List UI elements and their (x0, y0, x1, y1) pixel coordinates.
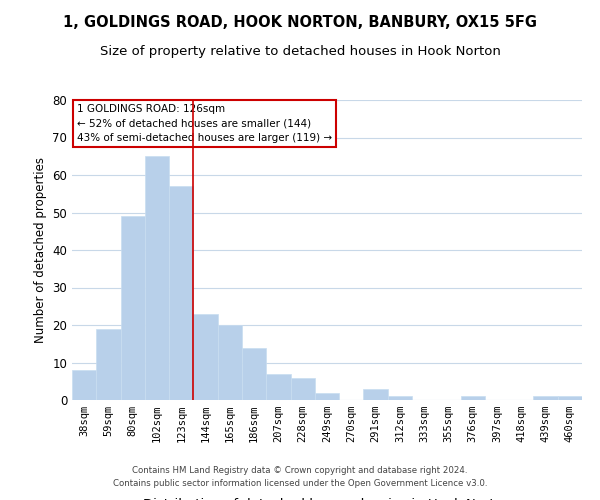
Bar (558, 396, 582, 400)
Bar (169, 186, 193, 400)
Bar (533, 396, 558, 400)
X-axis label: Distribution of detached houses by size in Hook Norton: Distribution of detached houses by size … (143, 498, 511, 500)
Bar (290, 378, 315, 400)
Bar (121, 216, 145, 400)
Text: 1 GOLDINGS ROAD: 126sqm
← 52% of detached houses are smaller (144)
43% of semi-d: 1 GOLDINGS ROAD: 126sqm ← 52% of detache… (77, 104, 332, 144)
Bar (96, 329, 121, 400)
Bar (266, 374, 290, 400)
Bar (461, 396, 485, 400)
Text: 1, GOLDINGS ROAD, HOOK NORTON, BANBURY, OX15 5FG: 1, GOLDINGS ROAD, HOOK NORTON, BANBURY, … (63, 15, 537, 30)
Bar (145, 156, 169, 400)
Text: Contains HM Land Registry data © Crown copyright and database right 2024.
Contai: Contains HM Land Registry data © Crown c… (113, 466, 487, 487)
Y-axis label: Number of detached properties: Number of detached properties (34, 157, 47, 343)
Bar (218, 325, 242, 400)
Bar (364, 389, 388, 400)
Text: Size of property relative to detached houses in Hook Norton: Size of property relative to detached ho… (100, 45, 500, 58)
Bar (193, 314, 218, 400)
Bar (72, 370, 96, 400)
Bar (315, 392, 339, 400)
Bar (242, 348, 266, 400)
Bar (388, 396, 412, 400)
